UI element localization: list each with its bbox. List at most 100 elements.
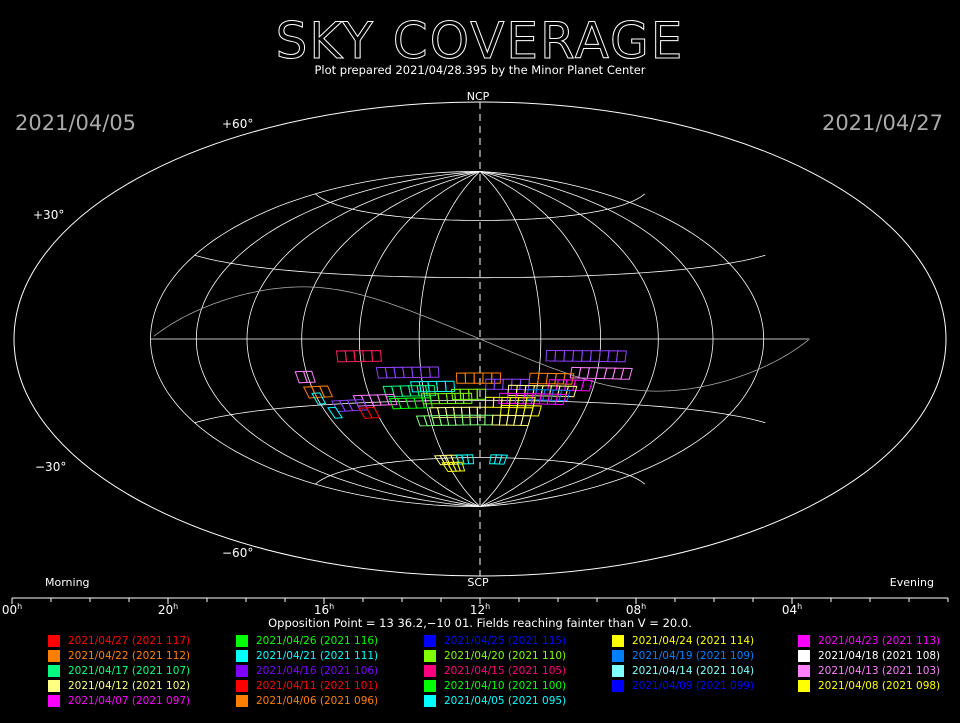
legend-item: 2021/04/19 (2021 109) [612,649,754,663]
legend-swatch [612,635,624,647]
scp-label: SCP [467,576,489,589]
legend-label: 2021/04/09 (2021 099) [632,680,755,692]
field-strip [335,350,382,363]
legend-item: 2021/04/26 (2021 116) [236,634,378,648]
ra-tick-unit: h [173,602,178,611]
legend-item: 2021/04/27 (2021 117) [48,634,190,648]
legend-item: 2021/04/14 (2021 104) [612,664,754,678]
legend-item: 2021/04/11 (2021 101) [236,679,378,693]
field-strip [294,370,316,384]
field-box [620,367,633,380]
field-box [493,378,504,390]
legend-item: 2021/04/07 (2021 097) [48,694,190,708]
dec-label-minus30: −30° [35,460,66,474]
ra-tick-label: 00h [2,602,22,617]
field-strips [294,349,633,473]
field-box [492,396,503,408]
field-box [302,370,316,383]
legend-swatch [424,695,436,707]
legend-label: 2021/04/27 (2021 117) [68,635,191,647]
legend-swatch [48,665,60,677]
field-box [484,396,495,408]
field-box [371,350,382,362]
legend-label: 2021/04/19 (2021 109) [632,650,755,662]
legend-label: 2021/04/05 (2021 095) [444,695,567,707]
field-strip [498,392,567,406]
parallel-line [314,457,646,485]
field-strip [547,379,594,392]
field-box [482,372,493,384]
legend-label: 2021/04/24 (2021 114) [632,635,755,647]
field-box [358,407,373,419]
dec-label-plus60: +60° [222,117,253,131]
field-box [510,378,522,391]
field-box [468,388,478,400]
legend-label: 2021/04/13 (2021 103) [818,665,941,677]
date-right: 2021/04/27 [822,111,943,135]
legend-label: 2021/04/11 (2021 101) [256,680,379,692]
chart-title: SKY COVERAGE [276,12,685,70]
parallel-line [194,399,766,424]
field-box [563,350,575,362]
field-box [455,372,467,384]
field-strip [433,454,465,466]
legend-swatch [236,665,248,677]
field-box [456,461,466,472]
ra-tick-label: 04h [782,602,802,617]
legend-item: 2021/04/17 (2021 107) [48,664,190,678]
field-box [530,405,542,417]
field-strip [545,349,627,363]
chart-footer: Opposition Point = 13 36.2,−10 01. Field… [268,616,692,630]
legend-item: 2021/04/23 (2021 113) [798,634,940,648]
legend-swatch [798,665,810,677]
ra-tick-label: 16h [314,602,334,617]
legend-swatch [424,635,436,647]
field-strip [569,366,633,380]
legend-swatch [798,650,810,662]
field-box [444,380,456,393]
field-box [572,350,584,362]
field-box [384,393,398,406]
legend-item: 2021/04/10 (2021 100) [424,679,566,693]
field-box [425,384,437,397]
field-strip [455,454,475,465]
field-box [545,350,557,362]
field-box [519,378,531,391]
date-left: 2021/04/05 [15,111,136,135]
field-box [318,385,334,398]
legend-item: 2021/04/24 (2021 114) [612,634,754,648]
field-box [580,350,592,362]
field-box [476,388,487,400]
legend-label: 2021/04/10 (2021 100) [444,680,567,692]
legend-label: 2021/04/15 (2021 105) [444,665,567,677]
ra-tick-label: 12h [470,602,490,617]
field-box [554,349,566,362]
legend-item: 2021/04/13 (2021 103) [798,664,940,678]
ra-tick-unit: h [17,602,22,611]
corner-morning: Morning [45,576,90,589]
legend-swatch [236,680,248,692]
field-box [502,378,513,390]
legend-swatch [236,635,248,647]
legend-label: 2021/04/14 (2021 104) [632,665,755,677]
field-box [491,372,502,384]
parallel-line [194,254,766,279]
legend-item: 2021/04/21 (2021 111) [236,649,378,663]
legend-label: 2021/04/06 (2021 096) [256,695,379,707]
legend-label: 2021/04/07 (2021 097) [68,695,191,707]
field-strip [489,454,509,465]
field-strip [528,372,575,385]
ra-tick-unit: h [329,602,334,611]
legend-label: 2021/04/17 (2021 107) [68,665,191,677]
field-strip [302,385,334,399]
legend-swatch [48,635,60,647]
sky-coverage-chart: SKY COVERAGE Plot prepared 2021/04/28.39… [2,12,949,630]
field-strip [415,414,494,427]
legend-label: 2021/04/18 (2021 108) [818,650,941,662]
parallel-line [314,193,646,221]
field-box [419,366,431,378]
legend-item: 2021/04/25 (2021 115) [424,634,566,648]
field-box [462,392,473,404]
legend-swatch [48,650,60,662]
field-box [615,350,627,363]
